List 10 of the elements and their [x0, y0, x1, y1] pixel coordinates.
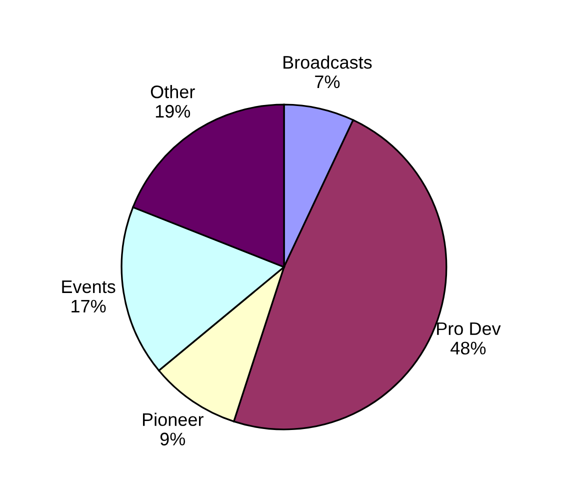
slice-label: Other — [150, 84, 195, 98]
slice-label: Broadcasts — [284, 56, 372, 69]
data-label: 48% — [450, 342, 486, 355]
data-label: 19% — [156, 104, 190, 118]
data-label: 9% — [160, 432, 186, 446]
data-label: 7% — [315, 76, 340, 88]
slice-label: Pro Dev — [437, 322, 501, 336]
slice-label: Events — [62, 280, 116, 294]
slice-label: Pioneer — [143, 412, 204, 426]
data-label: 17% — [72, 300, 106, 312]
